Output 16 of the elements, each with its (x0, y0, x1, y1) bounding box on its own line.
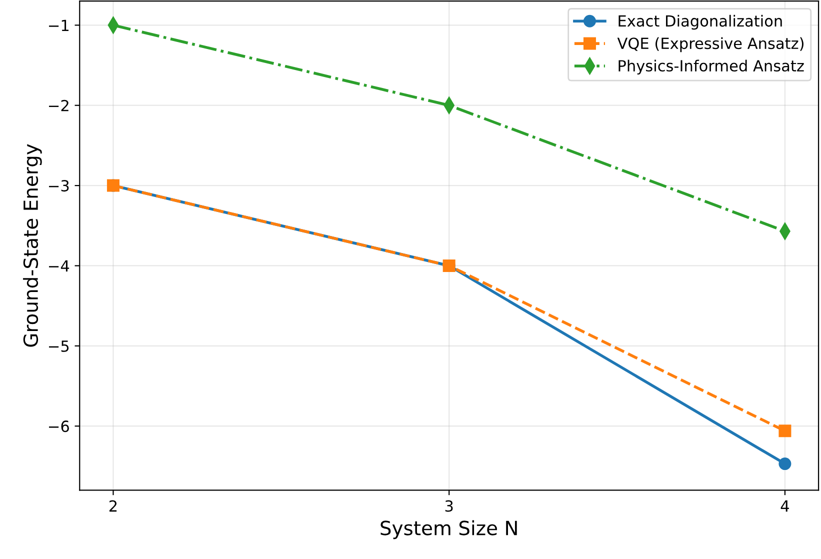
legend-label: Exact Diagonalization (618, 14, 782, 30)
y-tick-label: −6 (49, 420, 69, 432)
y-tick-label: −4 (49, 260, 70, 272)
point (778, 458, 792, 470)
y-tick-label: −2 (49, 100, 68, 112)
legend-label: VQE (Expressive Ansatz) (617, 37, 804, 52)
y-tick-label: −1 (49, 20, 69, 31)
x-tick-label: 2 (109, 500, 117, 512)
y-axis-title: Ground-State Energy (23, 144, 42, 347)
point (778, 424, 792, 438)
y-tick-label: −3 (49, 180, 69, 192)
x-tick-label: 3 (445, 500, 453, 512)
x-axis-title: System Size N (380, 520, 517, 540)
x-tick-label: 4 (780, 500, 789, 512)
y-tick-label: −5 (49, 340, 69, 352)
legend-label: Physics-Informed Ansatz (618, 60, 804, 75)
